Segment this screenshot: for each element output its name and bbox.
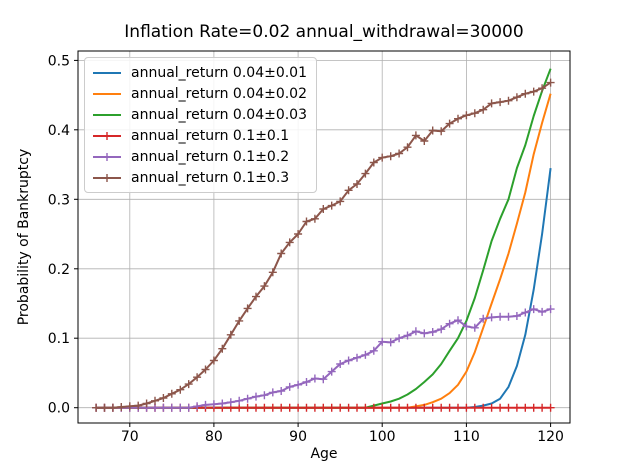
svg-text:90: 90 (289, 429, 307, 445)
legend-item: annual_return 0.04±0.02 (92, 83, 307, 104)
legend-item: annual_return 0.04±0.01 (92, 62, 307, 83)
legend-item-label: annual_return 0.1±0.2 (131, 148, 290, 165)
legend-item: annual_return 0.1±0.1 (92, 125, 307, 146)
legend-item: annual_return 0.1±0.3 (92, 167, 307, 188)
legend: annual_return 0.04±0.01 annual_return 0.… (84, 57, 317, 193)
legend-item-label: annual_return 0.1±0.3 (131, 169, 290, 186)
svg-text:110: 110 (453, 429, 480, 445)
legend-line-icon (93, 152, 121, 161)
svg-text:80: 80 (205, 429, 223, 445)
legend-item-label: annual_return 0.04±0.03 (131, 106, 307, 123)
y-axis-label: Probability of Bankruptcy (16, 148, 32, 326)
svg-text:0.5: 0.5 (48, 53, 70, 69)
legend-line-icon (93, 92, 121, 95)
chart-title: Inflation Rate=0.02 annual_withdrawal=30… (124, 22, 524, 42)
legend-line-icon (93, 131, 121, 140)
svg-text:120: 120 (537, 429, 564, 445)
svg-text:0.2: 0.2 (48, 262, 70, 278)
legend-item-label: annual_return 0.1±0.1 (131, 127, 290, 144)
legend-line-icon (93, 113, 121, 116)
svg-text:100: 100 (369, 429, 396, 445)
legend-item-label: annual_return 0.04±0.02 (131, 85, 307, 102)
svg-text:0.1: 0.1 (48, 331, 70, 347)
legend-line-icon (93, 173, 121, 182)
svg-text:70: 70 (121, 429, 139, 445)
legend-item-label: annual_return 0.04±0.01 (131, 64, 307, 81)
legend-line-icon (93, 71, 121, 74)
legend-item: annual_return 0.04±0.03 (92, 104, 307, 125)
svg-text:0.3: 0.3 (48, 192, 70, 208)
svg-text:0.4: 0.4 (48, 123, 70, 139)
x-axis-label: Age (310, 446, 338, 462)
legend-item: annual_return 0.1±0.2 (92, 146, 307, 167)
svg-text:0.0: 0.0 (48, 401, 70, 417)
